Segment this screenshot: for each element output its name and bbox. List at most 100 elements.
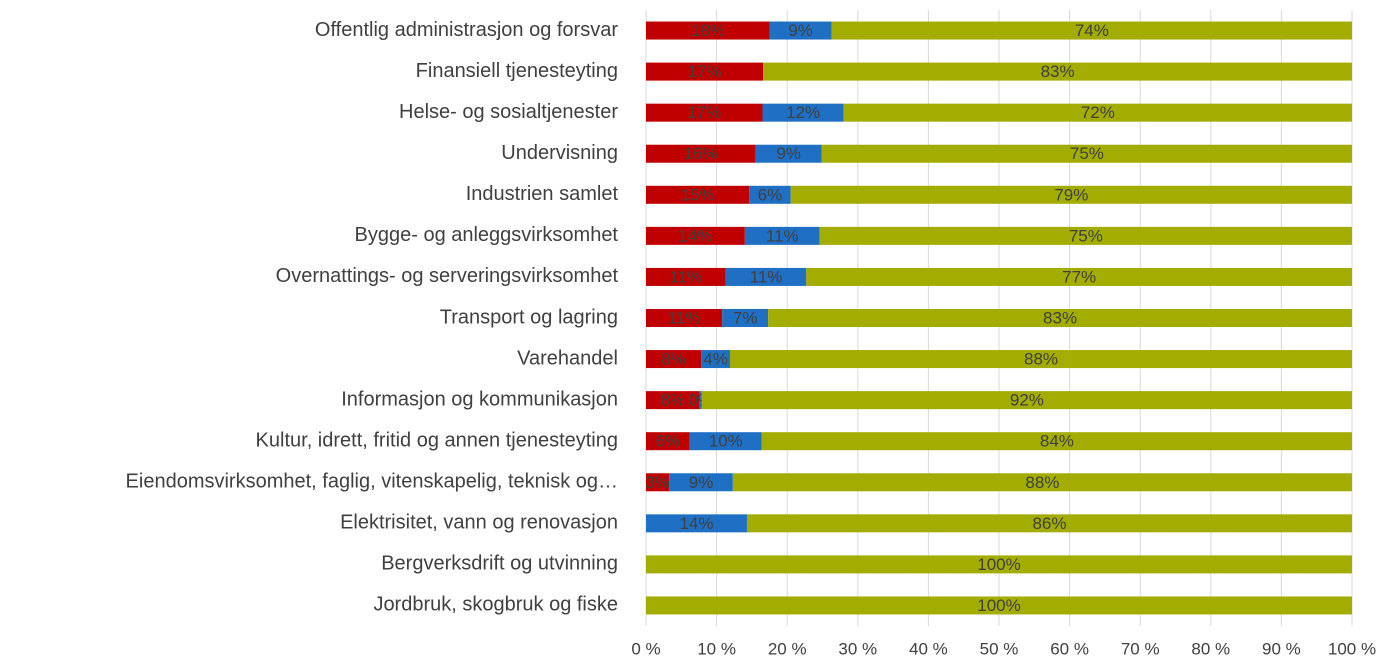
bar-segment	[689, 432, 762, 451]
value-label: 75%	[1070, 144, 1104, 163]
bar-segment	[646, 267, 726, 286]
x-tick-label: 10 %	[697, 639, 736, 658]
value-label: 75%	[1069, 226, 1103, 245]
bar-segment	[646, 473, 670, 492]
value-label: 6%	[656, 432, 681, 451]
bar-segment	[831, 21, 1352, 40]
x-tick-label: 30 %	[838, 639, 877, 658]
bar-segment	[646, 596, 1352, 615]
bar-segment	[646, 555, 1352, 574]
category-label: Informasjon og kommunikasjon	[341, 388, 618, 410]
bar-segment	[746, 514, 1352, 533]
value-label: 11%	[750, 267, 783, 286]
x-tick-label: 50 %	[980, 639, 1019, 658]
value-label: 14%	[679, 514, 713, 533]
category-label: Bergverksdrift og utvinning	[381, 553, 618, 575]
value-label: 77%	[1062, 267, 1096, 286]
bar-segment	[755, 144, 822, 163]
bar-segment	[769, 21, 832, 40]
value-label: 8%	[661, 391, 686, 410]
category-label: Kultur, idrett, fritid og annen tjeneste…	[256, 429, 618, 451]
category-label: Eiendomsvirksomhet, faglig, vitenskapeli…	[126, 471, 618, 493]
value-label: 92%	[1010, 391, 1044, 410]
category-label: Jordbruk, skogbruk og fiske	[373, 594, 618, 616]
category-label: Overnattings- og serveringsvirksomhet	[276, 265, 619, 287]
bar-segment	[761, 432, 1352, 451]
bar-segment	[646, 391, 700, 410]
value-label: 74%	[1075, 21, 1109, 40]
value-label: 6%	[758, 185, 783, 204]
value-label: 88%	[1024, 350, 1058, 369]
bar-segment	[762, 103, 844, 122]
value-label: 11%	[668, 308, 701, 327]
bar-segment	[722, 309, 769, 327]
bar-segment	[725, 267, 807, 286]
bar-segment	[646, 21, 770, 40]
category-label: Varehandel	[517, 347, 618, 369]
bar-segment	[646, 185, 750, 204]
value-label: 100%	[977, 555, 1020, 574]
category-label: Finansiell tjenesteyting	[416, 60, 618, 82]
bar-segment	[821, 144, 1352, 163]
value-label: 9%	[788, 21, 813, 40]
value-label: 88%	[1025, 473, 1059, 492]
value-label: 79%	[1054, 185, 1088, 204]
category-label: Transport og lagring	[440, 306, 618, 328]
value-label: 83%	[1041, 62, 1075, 81]
category-label: Bygge- og anleggsvirksomhet	[355, 224, 619, 246]
value-label: 16%	[684, 144, 718, 163]
value-label: 7%	[733, 308, 758, 327]
value-label: 84%	[1040, 432, 1074, 451]
category-label: Elektrisitet, vann og renovasjon	[340, 512, 618, 534]
bar-segment	[768, 309, 1352, 327]
bar-segment	[646, 226, 745, 245]
bar-segment	[790, 185, 1352, 204]
value-label: 72%	[1081, 103, 1115, 122]
x-tick-label: 100 %	[1328, 639, 1376, 658]
bar-segment	[646, 309, 723, 327]
bar-segment	[749, 185, 791, 204]
category-label: Helse- og sosialtjenester	[399, 101, 618, 123]
category-label: Undervisning	[501, 142, 618, 164]
bar-segment	[646, 432, 690, 451]
bar-segment	[732, 473, 1352, 492]
bar-segment	[701, 350, 731, 369]
value-label: 17%	[688, 62, 722, 81]
value-label: 14%	[678, 226, 712, 245]
value-label: 11%	[766, 226, 799, 245]
bar-segment	[763, 62, 1352, 81]
value-label: 10%	[709, 432, 743, 451]
category-label: Industrien samlet	[466, 183, 619, 205]
bar-segment	[701, 391, 1352, 410]
x-tick-label: 60 %	[1050, 639, 1089, 658]
value-label: 4%	[703, 350, 728, 369]
bar-segment	[646, 144, 756, 163]
bar-segment	[646, 350, 702, 369]
value-label: 12%	[786, 103, 820, 122]
bar-segment	[843, 103, 1352, 122]
value-label: 17%	[687, 103, 721, 122]
bar-segment	[699, 391, 702, 410]
bar-segment	[646, 514, 747, 533]
value-label: 83%	[1043, 308, 1077, 327]
value-label: 100%	[977, 596, 1020, 615]
value-label: 18%	[691, 21, 725, 40]
value-label: 3%	[645, 473, 670, 492]
bar-segment	[806, 267, 1352, 286]
value-label: 11%	[670, 267, 703, 286]
category-label: Offentlig administrasjon og forsvar	[315, 19, 618, 41]
value-label: 15%	[681, 185, 715, 204]
value-label: 9%	[689, 473, 714, 492]
x-tick-label: 40 %	[909, 639, 948, 658]
x-tick-label: 80 %	[1191, 639, 1230, 658]
bar-segment	[744, 226, 820, 245]
x-tick-label: 0 %	[631, 639, 660, 658]
x-tick-label: 70 %	[1121, 639, 1160, 658]
bar-segment	[646, 103, 763, 122]
bar-segment	[819, 226, 1352, 245]
bar-segment	[646, 62, 764, 81]
value-label: 86%	[1032, 514, 1066, 533]
bar-segment	[730, 350, 1352, 369]
value-label: 8%	[661, 350, 686, 369]
